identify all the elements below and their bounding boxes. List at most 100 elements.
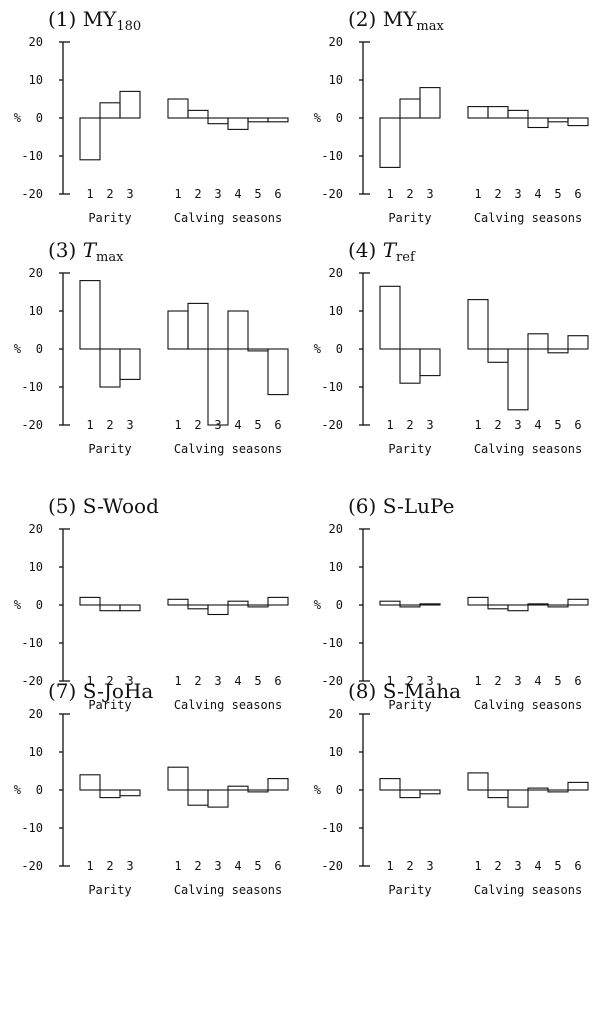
bar [207,117,229,125]
y-tick-label: 0 [336,783,343,797]
panel-number: (1) [48,7,83,31]
bar [379,778,401,791]
group-label: Parity [88,883,131,897]
bar [79,280,101,350]
x-tick-label: 1 [86,418,93,432]
panel-title-main: S-LuPe [383,494,455,518]
x-tick-label: 3 [214,859,221,873]
panel-title: (1) MY180 [48,7,141,34]
bar [119,90,141,119]
y-axis-label: % [14,111,22,125]
x-tick-label: 2 [106,187,113,201]
bar [467,596,489,606]
bar [567,598,589,606]
panel-title: (8) S-Maha [348,679,461,703]
bar [267,778,289,791]
y-tick-label: -10 [21,149,43,163]
x-tick-label: 4 [534,674,541,688]
x-tick-label: 2 [406,674,413,688]
x-tick-label: 6 [574,859,581,873]
x-tick-label: 5 [254,418,261,432]
y-tick-label: 10 [329,745,343,759]
x-tick-label: 3 [514,418,521,432]
group-label: Parity [88,442,131,456]
panel-title: (6) S-LuPe [348,494,454,518]
bar [167,598,189,606]
y-tick-label: -20 [321,418,343,432]
y-axis-label: % [14,783,22,797]
y-tick-label: -10 [321,380,343,394]
x-tick-label: 4 [234,418,241,432]
x-tick-label: 5 [554,859,561,873]
x-tick-label: 1 [474,674,481,688]
x-tick-label: 2 [194,859,201,873]
y-tick-label: 10 [329,304,343,318]
bar [487,106,509,119]
bar [267,348,289,396]
y-tick-label: 10 [29,73,43,87]
bar [467,299,489,350]
x-tick-label: 3 [214,187,221,201]
bar [187,604,209,610]
y-tick-label: -20 [321,859,343,873]
x-tick-label: 2 [494,418,501,432]
bar [547,604,569,608]
bar [507,789,529,808]
bar [167,310,189,350]
x-tick-label: 2 [494,187,501,201]
x-tick-label: 1 [474,418,481,432]
y-axis-label: % [14,342,22,356]
x-tick-label: 2 [106,418,113,432]
group-label: Calving seasons [474,442,582,456]
panel-number: (4) [348,238,383,262]
y-tick-label: -20 [21,418,43,432]
y-tick-label: 20 [29,266,43,280]
x-tick-label: 2 [106,859,113,873]
y-tick-label: -20 [321,674,343,688]
x-tick-label: 4 [234,674,241,688]
bar [267,117,289,123]
x-tick-label: 5 [554,418,561,432]
y-tick-label: 10 [29,745,43,759]
panel-number: (5) [48,494,83,518]
bar [399,604,421,608]
y-axis-label: % [314,111,322,125]
y-tick-label: -20 [321,187,343,201]
bar [119,604,141,612]
bar [99,789,121,799]
x-tick-label: 4 [234,187,241,201]
x-tick-label: 2 [406,187,413,201]
panel-number: (8) [348,679,383,703]
x-tick-label: 5 [254,187,261,201]
bar [187,789,209,806]
x-tick-label: 3 [126,674,133,688]
bar [119,348,141,380]
x-tick-label: 6 [574,418,581,432]
y-tick-label: 0 [36,111,43,125]
bar [527,117,549,129]
x-tick-label: 1 [174,859,181,873]
x-tick-label: 1 [174,187,181,201]
x-tick-label: 3 [426,187,433,201]
x-tick-label: 6 [274,418,281,432]
bar [527,333,549,350]
bar [247,117,269,123]
bar [379,285,401,350]
x-tick-label: 1 [386,674,393,688]
x-tick-label: 4 [534,187,541,201]
y-tick-label: 0 [36,342,43,356]
x-tick-label: 4 [534,418,541,432]
bar [187,302,209,350]
x-tick-label: 3 [126,859,133,873]
x-tick-label: 1 [86,859,93,873]
group-label: Parity [88,211,131,225]
x-tick-label: 1 [474,859,481,873]
bar [207,604,229,616]
x-tick-label: 1 [174,674,181,688]
bar [267,596,289,606]
y-axis-label: % [314,598,322,612]
group-label: Parity [388,211,431,225]
